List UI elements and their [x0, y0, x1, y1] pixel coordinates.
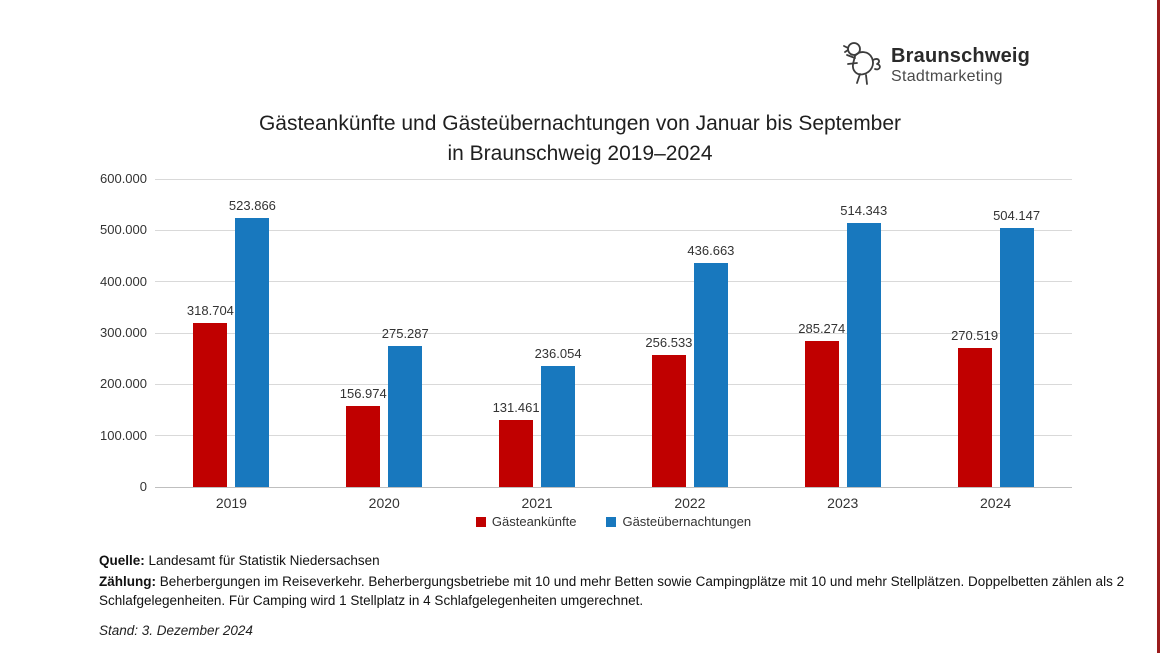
legend-item-gästeankünfte: Gästeankünfte — [475, 514, 577, 529]
x-axis-label-2024: 2024 — [980, 495, 1012, 511]
y-axis-label-600.000: 600.000 — [100, 171, 147, 186]
bar-gästeankünfte-2021 — [499, 420, 534, 487]
x-axis-label-2019: 2019 — [215, 495, 247, 511]
y-axis-label-300.000: 300.000 — [100, 325, 147, 340]
y-axis-label-500.000: 500.000 — [100, 222, 147, 238]
source-label: Quelle: — [99, 553, 145, 568]
legend-label-gästeankünfte: Gästeankünfte — [491, 514, 577, 529]
value-label-gästeankünfte-2020: 156.974 — [339, 386, 387, 401]
source-text: Landesamt für Statistik Niedersachsen — [144, 553, 380, 568]
value-label-gästeankünfte-2021: 131.461 — [492, 400, 540, 415]
value-label-gästeankünfte-2022: 256.533 — [645, 335, 693, 350]
value-label-gästeankünfte-2023: 285.274 — [798, 321, 846, 336]
gridline-600.000 — [155, 178, 1072, 180]
gridline-500.000 — [155, 229, 1072, 231]
x-axis-label-2023: 2023 — [827, 495, 859, 511]
legend-label-gästeübernachtungen: Gästeübernachtungen — [622, 514, 752, 529]
as-of-date: Stand: 3. Dezember 2024 — [99, 623, 253, 638]
value-label-gästeankünfte-2019: 318.704 — [186, 303, 234, 318]
value-label-gästeübernachtungen-2020: 275.287 — [381, 326, 429, 341]
legend-item-gästeübernachtungen: Gästeübernachtungen — [606, 514, 751, 529]
gridline-300.000 — [155, 332, 1072, 334]
legend-swatch-gästeübernachtungen — [606, 516, 617, 527]
bar-gästeübernachtungen-2023 — [846, 223, 881, 487]
x-axis-label-2020: 2020 — [368, 495, 400, 511]
bar-gästeübernachtungen-2019 — [235, 218, 270, 487]
bar-gästeübernachtungen-2024 — [999, 228, 1034, 487]
bar-gästeankünfte-2020 — [346, 406, 381, 487]
bar-gästeübernachtungen-2021 — [541, 366, 576, 487]
chart-legend: Gästeankünfte Gästeübernachtungen — [155, 514, 1072, 529]
value-label-gästeankünfte-2024: 270.519 — [951, 328, 999, 343]
legend-swatch-gästeankünfte — [475, 516, 486, 527]
braunschweig-lion-icon — [843, 40, 883, 91]
x-axis-label-2021: 2021 — [521, 495, 553, 511]
value-label-gästeübernachtungen-2023: 514.343 — [840, 203, 888, 218]
bar-gästeankünfte-2019 — [193, 323, 228, 487]
bar-gästeankünfte-2022 — [651, 355, 686, 487]
bar-gästeankünfte-2024 — [957, 348, 992, 487]
y-axis-label-200.000: 200.000 — [100, 376, 147, 392]
gridline-0 — [155, 486, 1072, 488]
chart-title: Gästeankünfte und Gästeübernachtungen vo… — [0, 109, 1160, 170]
value-label-gästeübernachtungen-2019: 523.866 — [228, 198, 276, 213]
chart-title-line2: in Braunschweig 2019–2024 — [447, 142, 713, 166]
y-axis-label-400.000: 400.000 — [100, 273, 147, 289]
bar-gästeankünfte-2023 — [804, 341, 839, 487]
y-axis-label-0: 0 — [139, 479, 147, 494]
chart-title-line1: Gästeankünfte und Gästeübernachtungen vo… — [258, 112, 902, 135]
method-text: Beherbergungen im Reiseverkehr. Beherber… — [99, 574, 1125, 609]
bar-gästeübernachtungen-2022 — [693, 263, 728, 487]
gridline-200.000 — [155, 383, 1072, 385]
method-note: Zählung: Beherbergungen im Reiseverkehr.… — [99, 572, 1141, 610]
bar-gästeübernachtungen-2020 — [388, 346, 423, 487]
method-label: Zählung: — [99, 574, 156, 590]
source-note: Quelle: Landesamt für Statistik Niedersa… — [99, 551, 1141, 570]
logo-subtitle: Stadtmarketing — [891, 67, 1003, 85]
value-label-gästeübernachtungen-2021: 236.054 — [534, 346, 582, 361]
footer-notes: Quelle: Landesamt für Statistik Niedersa… — [99, 551, 1141, 612]
value-label-gästeübernachtungen-2024: 504.147 — [993, 208, 1041, 223]
braunschweig-stadtmarketing-logo: Braunschweig Stadtmarketing — [843, 40, 1030, 91]
value-label-gästeübernachtungen-2022: 436.663 — [687, 243, 735, 258]
x-axis-label-2022: 2022 — [674, 495, 706, 511]
logo-name: Braunschweig — [891, 45, 1031, 68]
gridline-100.000 — [155, 435, 1072, 437]
gridline-400.000 — [155, 281, 1072, 283]
y-axis-label-100.000: 100.000 — [100, 427, 147, 443]
right-edge-border — [1157, 0, 1160, 653]
